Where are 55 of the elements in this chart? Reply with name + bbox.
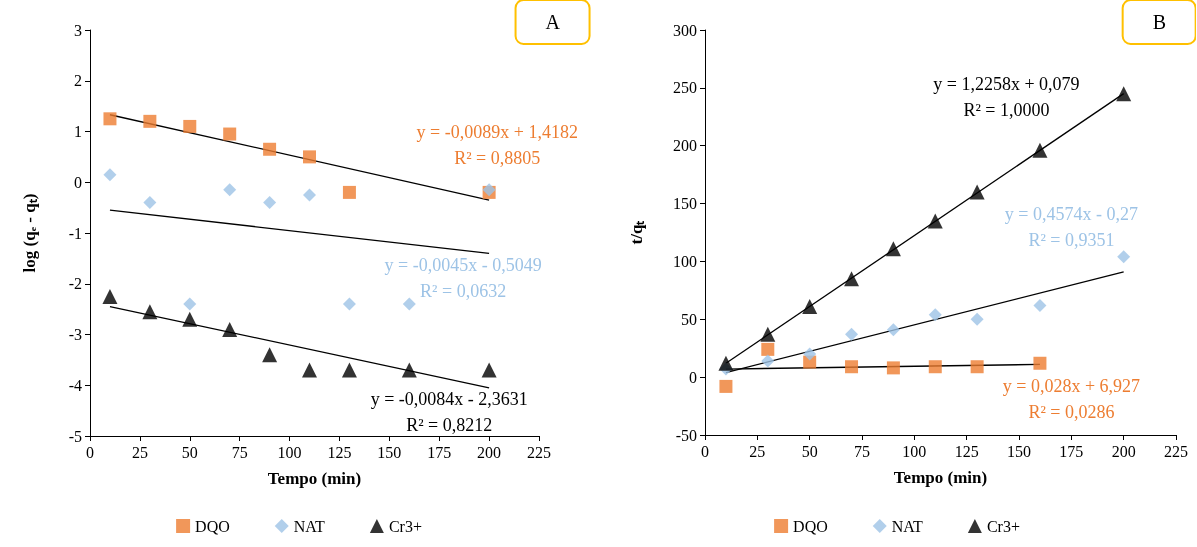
x-tick-label: 75: [231, 443, 248, 461]
x-tick-label: 150: [1007, 442, 1031, 460]
legend-label: NAT: [891, 517, 924, 535]
x-tick-label: 225: [1164, 442, 1188, 460]
x-tick-label: 125: [954, 442, 979, 460]
chart-title: A: [545, 11, 561, 33]
y-tick-label: -2: [68, 275, 82, 293]
x-axis-title: Tempo (min): [267, 469, 362, 488]
x-tick-label: 50: [181, 443, 198, 461]
annotation: y = -0,0089x + 1,4182 R² = 0,8805: [416, 122, 578, 169]
x-tick-label: 0: [86, 443, 94, 461]
annotation: y = -0,0045x - 0,5049 R² = 0,0632: [384, 255, 542, 302]
y-tick-label: 150: [673, 195, 697, 213]
legend-label: DQO: [195, 517, 230, 535]
y-tick-label: 200: [673, 137, 697, 155]
y-tick-label: 50: [681, 310, 697, 328]
annotation: y = 0,028x + 6,927 R² = 0,0286: [1002, 375, 1141, 422]
annotation: y = 0,4574x - 0,27 R² = 0,9351: [1004, 203, 1139, 250]
x-tick-label: 75: [854, 442, 870, 460]
x-tick-label: 100: [277, 443, 302, 461]
legend-label: DQO: [793, 517, 828, 535]
y-tick-label: 1: [74, 123, 82, 140]
y-tick-label: 0: [74, 173, 82, 191]
annotation: y = -0,0084x - 2,3631 R² = 0,8212: [370, 388, 528, 435]
x-tick-label: 225: [527, 443, 551, 461]
x-tick-label: 25: [131, 443, 148, 461]
x-tick-label: 200: [477, 443, 502, 461]
y-tick-label: 100: [673, 252, 697, 270]
y-tick-label: -1: [68, 224, 82, 242]
y-axis-title: t/qₜ: [627, 219, 646, 245]
legend-label: NAT: [293, 517, 326, 535]
y-tick-label: -4: [68, 376, 82, 394]
y-tick-label: 3: [74, 21, 82, 39]
x-tick-label: 50: [801, 442, 818, 460]
y-tick-label: 2: [74, 72, 82, 90]
y-tick-label: 300: [673, 21, 697, 39]
y-axis-title: log (qₑ - qₜ): [20, 193, 39, 273]
x-tick-label: 0: [701, 442, 709, 460]
legend-label: Cr3+: [388, 517, 422, 535]
y-tick-label: -50: [675, 426, 697, 444]
x-tick-label: 25: [749, 442, 766, 460]
x-tick-label: 100: [902, 442, 927, 460]
x-axis-title: Tempo (min): [893, 468, 988, 487]
x-tick-label: 200: [1111, 442, 1136, 460]
x-tick-label: 175: [427, 443, 452, 461]
y-tick-label: 250: [673, 79, 697, 97]
y-tick-label: 0: [689, 368, 697, 386]
legend-label: Cr3+: [986, 517, 1020, 535]
y-tick-label: -5: [68, 427, 82, 445]
x-tick-label: 125: [327, 443, 352, 461]
x-tick-label: 150: [377, 443, 402, 461]
annotation: y = 1,2258x + 0,079 R² = 1,0000: [933, 74, 1080, 121]
chart-title: B: [1152, 11, 1166, 33]
y-tick-label: -3: [68, 326, 82, 343]
x-tick-label: 175: [1059, 442, 1084, 460]
